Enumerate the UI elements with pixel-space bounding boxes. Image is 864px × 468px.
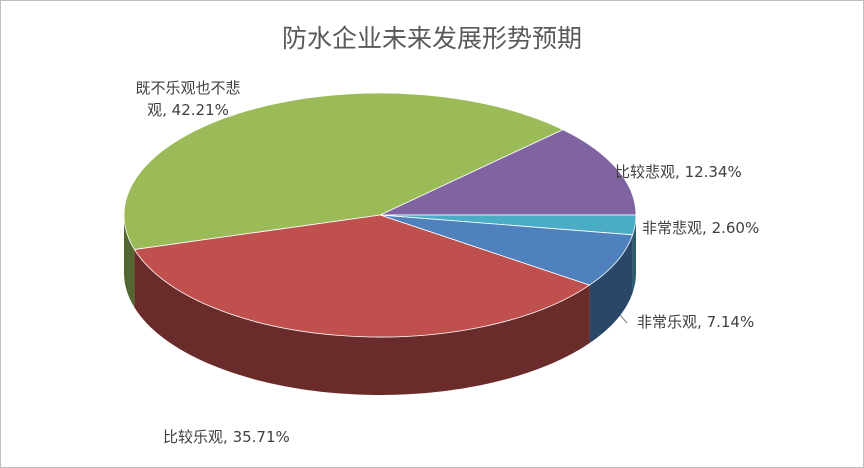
label-category: 非常乐观 (637, 313, 698, 331)
label-value: 12.34% (684, 163, 742, 181)
label-category: 既不乐观也不悲观 (135, 79, 241, 119)
label-separator: , (223, 428, 233, 446)
label-value: 2.60% (711, 219, 760, 237)
slice-side (589, 234, 633, 344)
slice-side (134, 249, 590, 395)
data-label: 比较乐观, 35.71% (163, 426, 383, 448)
slice (379, 214, 634, 286)
label-value: 35.71% (232, 428, 290, 446)
slice (123, 92, 564, 250)
slice-side (124, 215, 135, 308)
label-category: 比较悲观 (615, 163, 676, 181)
label-separator: , (702, 219, 712, 237)
label-category: 非常悲观 (642, 219, 703, 237)
label-separator: , (162, 101, 172, 119)
data-label: 比较悲观, 12.34% (615, 161, 815, 183)
chart-title: 防水企业未来发展形势预期 (281, 24, 582, 53)
slice (379, 129, 637, 216)
label-separator: , (697, 313, 707, 331)
label-value: 7.14% (706, 313, 755, 331)
data-label: 非常悲观, 2.60% (642, 217, 842, 239)
slice (133, 214, 591, 338)
label-category: 比较乐观 (163, 428, 224, 446)
data-label: 既不乐观也不悲观, 42.21% (113, 77, 263, 121)
label-separator: , (675, 163, 685, 181)
label-value: 42.21% (171, 101, 229, 119)
data-label: 非常乐观, 7.14% (637, 311, 837, 333)
slice-side (632, 215, 636, 293)
